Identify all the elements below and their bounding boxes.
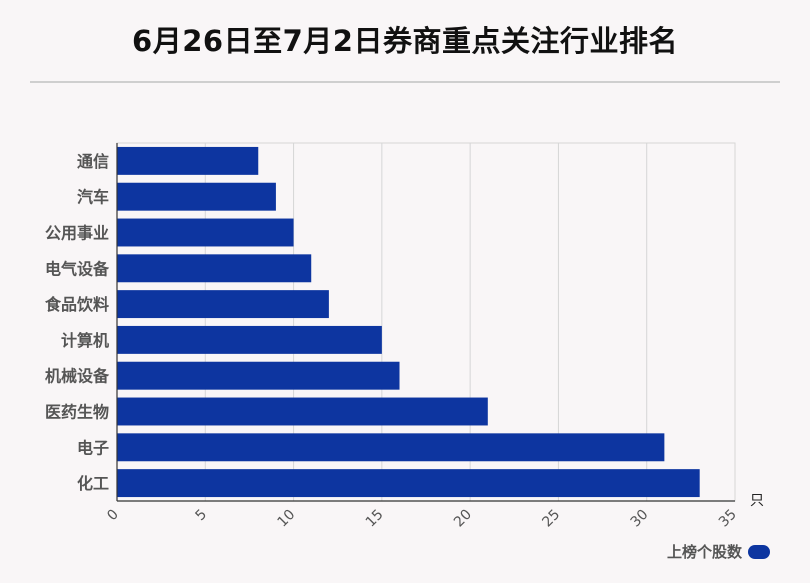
x-tick-label: 5 — [192, 507, 210, 525]
x-tick-labels: 0 5 10 15 20 25 30 35 — [104, 507, 740, 531]
x-tick-label: 15 — [363, 507, 387, 531]
bar — [117, 254, 312, 283]
x-tick-label: 0 — [104, 507, 122, 525]
category-label: 公用事业 — [45, 224, 109, 243]
category-label: 通信 — [77, 152, 109, 171]
axes — [116, 143, 735, 502]
bar — [117, 325, 382, 354]
legend-swatch — [748, 544, 770, 559]
x-tick-label: 35 — [716, 507, 740, 531]
category-label: 医药生物 — [45, 403, 109, 422]
x-tick-label: 25 — [539, 507, 563, 531]
category-label: 电气设备 — [45, 259, 110, 278]
x-tick-label: 10 — [274, 507, 298, 531]
bar — [117, 361, 400, 390]
category-label: 计算机 — [61, 331, 109, 350]
category-label: 化工 — [77, 474, 109, 493]
bars — [117, 146, 700, 498]
category-label: 汽车 — [77, 188, 109, 207]
bar — [117, 397, 488, 426]
legend-label: 上榜个股数 — [666, 543, 742, 561]
chart-title: 6月26日至7月2日券商重点关注行业排名 — [132, 24, 678, 58]
category-label: 食品饮料 — [44, 295, 109, 314]
bar — [117, 182, 276, 211]
category-label: 机械设备 — [45, 367, 110, 386]
bar — [117, 469, 700, 498]
x-tick-label: 30 — [628, 507, 652, 531]
bar — [117, 433, 665, 462]
x-tick-label: 20 — [451, 507, 475, 531]
bar — [117, 218, 294, 247]
bar — [117, 290, 329, 319]
legend: 上榜个股数 — [667, 541, 770, 562]
category-label: 电子 — [77, 438, 109, 457]
title-divider — [30, 81, 780, 83]
bar — [117, 146, 259, 175]
x-axis-unit: 只 — [750, 493, 764, 509]
